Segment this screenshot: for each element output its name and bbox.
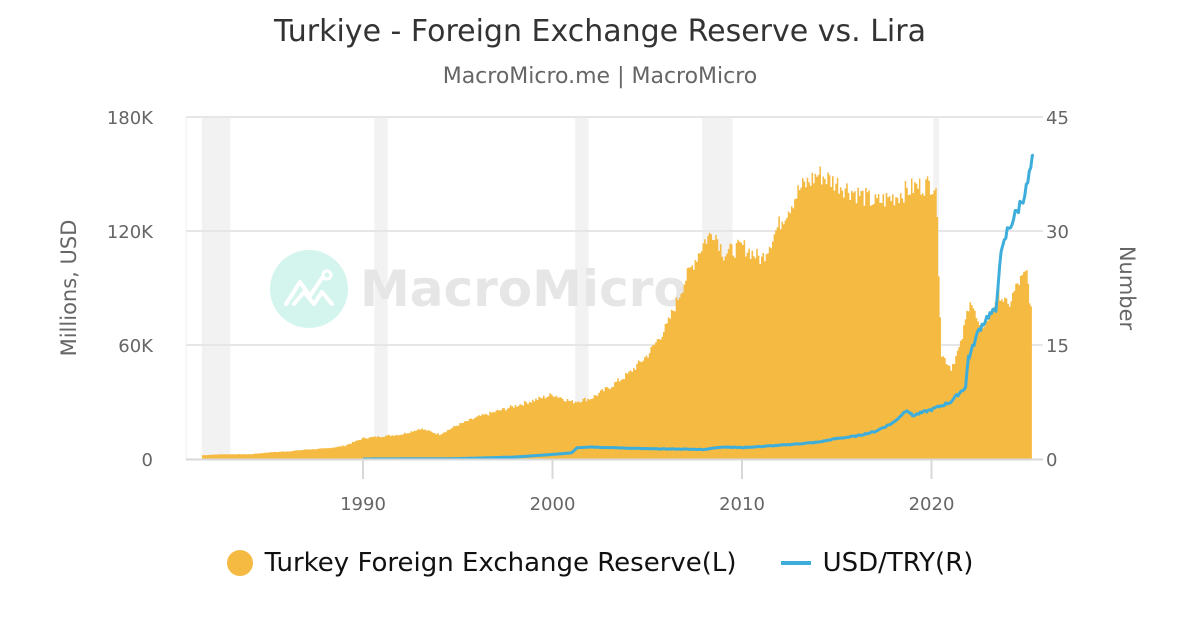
legend-line-icon xyxy=(780,561,811,565)
watermark-chart-glyph-icon xyxy=(284,276,324,306)
watermark-logo-icon xyxy=(270,250,348,328)
left-tick-label: 180K xyxy=(107,108,154,129)
chart-subtitle: MacroMicro.me | MacroMicro xyxy=(442,64,758,89)
reserve-area-series[interactable] xyxy=(201,166,1032,460)
legend-label-usdtry: USD/TRY(R) xyxy=(822,548,974,578)
x-tick-label: 1990 xyxy=(340,494,386,515)
watermark-text: MacroMicro xyxy=(360,260,688,318)
usdtry-line-series[interactable] xyxy=(363,153,1035,461)
recession-band xyxy=(575,117,589,459)
x-axis-ticks: 1990 2000 2010 2020 xyxy=(340,459,954,515)
recession-band xyxy=(374,117,388,459)
legend-circle-icon xyxy=(226,550,253,576)
right-tick-label: 0 xyxy=(1046,450,1057,471)
watermark: MacroMicro xyxy=(270,250,688,328)
chart-title: Turkiye - Foreign Exchange Reserve vs. L… xyxy=(273,14,926,49)
x-tick-label: 2000 xyxy=(530,494,576,515)
right-axis-ticks: 0 15 30 45 xyxy=(1046,108,1069,471)
left-tick-label: 120K xyxy=(107,222,154,243)
right-tick-label: 45 xyxy=(1046,108,1069,129)
legend-item-reserve[interactable]: Turkey Foreign Exchange Reserve(L) xyxy=(226,548,737,578)
left-tick-label: 0 xyxy=(142,450,153,471)
right-tick-label: 15 xyxy=(1046,336,1069,357)
recession-band xyxy=(201,117,231,459)
x-tick-label: 2010 xyxy=(719,494,765,515)
right-tick-label: 30 xyxy=(1046,222,1069,243)
legend-item-usdtry[interactable]: USD/TRY(R) xyxy=(780,548,974,578)
x-tick-label: 2020 xyxy=(909,494,955,515)
legend: Turkey Foreign Exchange Reserve(L) USD/T… xyxy=(0,548,1200,578)
left-axis-title: Millions, USD xyxy=(57,220,81,357)
left-axis-ticks: 0 60K 120K 180K xyxy=(107,108,154,471)
left-tick-label: 60K xyxy=(118,336,154,357)
right-axis-title: Number xyxy=(1115,246,1139,331)
legend-label-reserve: Turkey Foreign Exchange Reserve(L) xyxy=(264,548,737,578)
